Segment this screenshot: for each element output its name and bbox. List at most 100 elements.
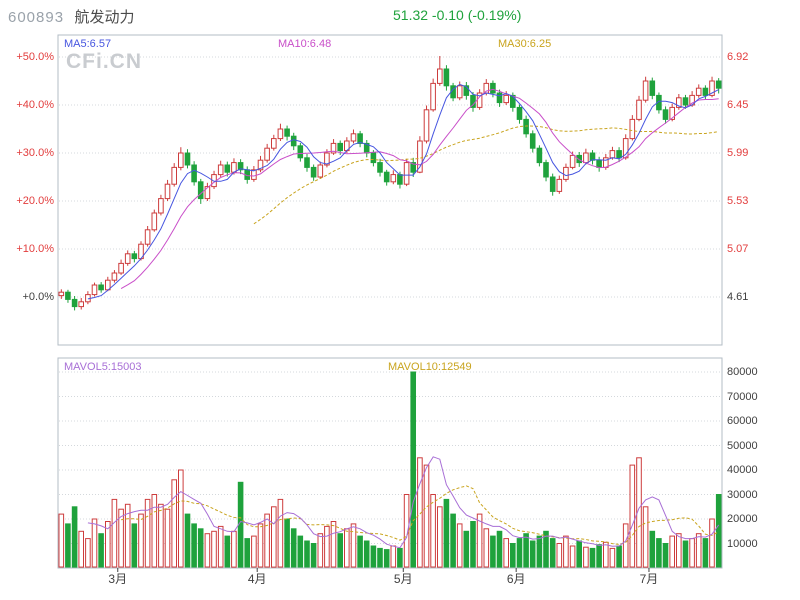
volume-bar	[310, 543, 317, 568]
volume-bar	[58, 513, 65, 568]
candle-body	[58, 291, 65, 297]
candle-body	[217, 164, 224, 176]
volume-bar	[118, 508, 124, 568]
volume-bar	[576, 540, 583, 568]
volume-bar	[410, 371, 416, 568]
candle-body	[111, 272, 118, 281]
candle-body	[662, 109, 669, 120]
volume-bar	[337, 533, 343, 568]
candle-body	[397, 174, 403, 185]
ma5-label: MA5:6.57	[64, 38, 112, 50]
volume-bar	[251, 535, 257, 568]
volume-bar	[290, 528, 297, 568]
ma10-label: MA10:6.48	[278, 38, 332, 50]
volume-bar	[184, 513, 191, 568]
candle-body	[377, 162, 383, 173]
candle-body	[569, 154, 576, 168]
volume-bar	[603, 541, 609, 568]
volume-bar	[171, 479, 177, 568]
candle-body	[563, 166, 569, 180]
volume-bar	[636, 457, 642, 568]
volume-bar	[490, 535, 496, 568]
volume-bar	[330, 521, 337, 568]
volume-bar	[549, 538, 556, 568]
candle-body	[184, 152, 191, 166]
volume-bar	[138, 513, 144, 568]
volume-bar	[65, 523, 71, 568]
volume-bar	[277, 498, 284, 568]
volume-bar	[151, 494, 158, 568]
candle-body	[251, 169, 257, 180]
candle-body	[616, 150, 622, 159]
volume-bar	[98, 533, 104, 568]
volume-bar	[390, 545, 397, 568]
candle-body	[164, 183, 171, 200]
volume-bar	[91, 518, 98, 568]
volume-bar	[217, 525, 224, 568]
volume-bar	[609, 547, 616, 568]
volume-bar	[430, 494, 436, 568]
candle-body	[124, 253, 131, 264]
candle-body	[118, 262, 124, 274]
candle-body	[682, 97, 689, 106]
volume-bar	[437, 506, 443, 568]
candle-body	[197, 181, 204, 200]
volume-bar	[191, 523, 197, 568]
volume-bar	[317, 533, 324, 568]
volume-bar	[78, 530, 85, 568]
header-bar: 600893 航发动力 51.32 -0.10 (-0.19%)	[8, 6, 521, 28]
stock-name: 航发动力	[74, 9, 135, 26]
candle-body	[669, 106, 676, 120]
candle-body	[304, 157, 310, 168]
candle-body	[151, 212, 158, 231]
volume-bar	[463, 530, 470, 568]
candle-body	[290, 135, 297, 147]
candle-body	[543, 162, 549, 178]
volume-bar	[510, 543, 516, 568]
candle-body	[510, 94, 516, 108]
volume-bar	[231, 530, 237, 568]
candle-body	[224, 164, 231, 173]
candle-body	[383, 171, 390, 183]
volume-bar	[503, 538, 509, 568]
volume-bar	[689, 538, 695, 568]
volume-bar	[642, 506, 649, 568]
candle-body	[529, 133, 536, 149]
volume-bar	[450, 513, 456, 568]
candle-body	[65, 291, 71, 300]
watermark-logo: CFi.CN	[66, 50, 142, 73]
candle-body	[158, 198, 164, 214]
mavol10-label: MAVOL10:12549	[388, 361, 472, 373]
volume-bar	[363, 540, 370, 568]
volume-bar	[164, 508, 171, 568]
volume-bar	[324, 525, 330, 568]
candle-body	[131, 253, 138, 260]
volume-bar	[709, 518, 715, 568]
volume-bar	[456, 523, 463, 568]
candle-body	[78, 301, 85, 308]
candle-body	[324, 152, 330, 166]
volume-bar	[377, 547, 383, 568]
candle-body	[523, 118, 529, 135]
ma30-line	[253, 125, 719, 225]
ma10-line	[120, 88, 719, 290]
volume-bar	[224, 535, 231, 568]
volume-bar	[204, 533, 211, 568]
volume-bar	[563, 535, 569, 568]
volume-bar	[417, 457, 423, 568]
candle-body	[490, 82, 496, 94]
volume-bar	[536, 535, 543, 568]
candle-body	[695, 87, 702, 96]
candle-body	[649, 80, 656, 96]
volume-bar	[662, 543, 669, 568]
volume-bar	[271, 506, 277, 568]
ma5-line	[87, 83, 719, 300]
candle-body	[350, 133, 357, 142]
volume-bar	[85, 538, 91, 568]
candle-body	[264, 147, 270, 161]
quote-price-change: 51.32 -0.10 (-0.19%)	[393, 7, 522, 23]
candle-body	[171, 166, 177, 185]
volume-bar	[569, 545, 576, 568]
volume-bar	[656, 538, 662, 568]
